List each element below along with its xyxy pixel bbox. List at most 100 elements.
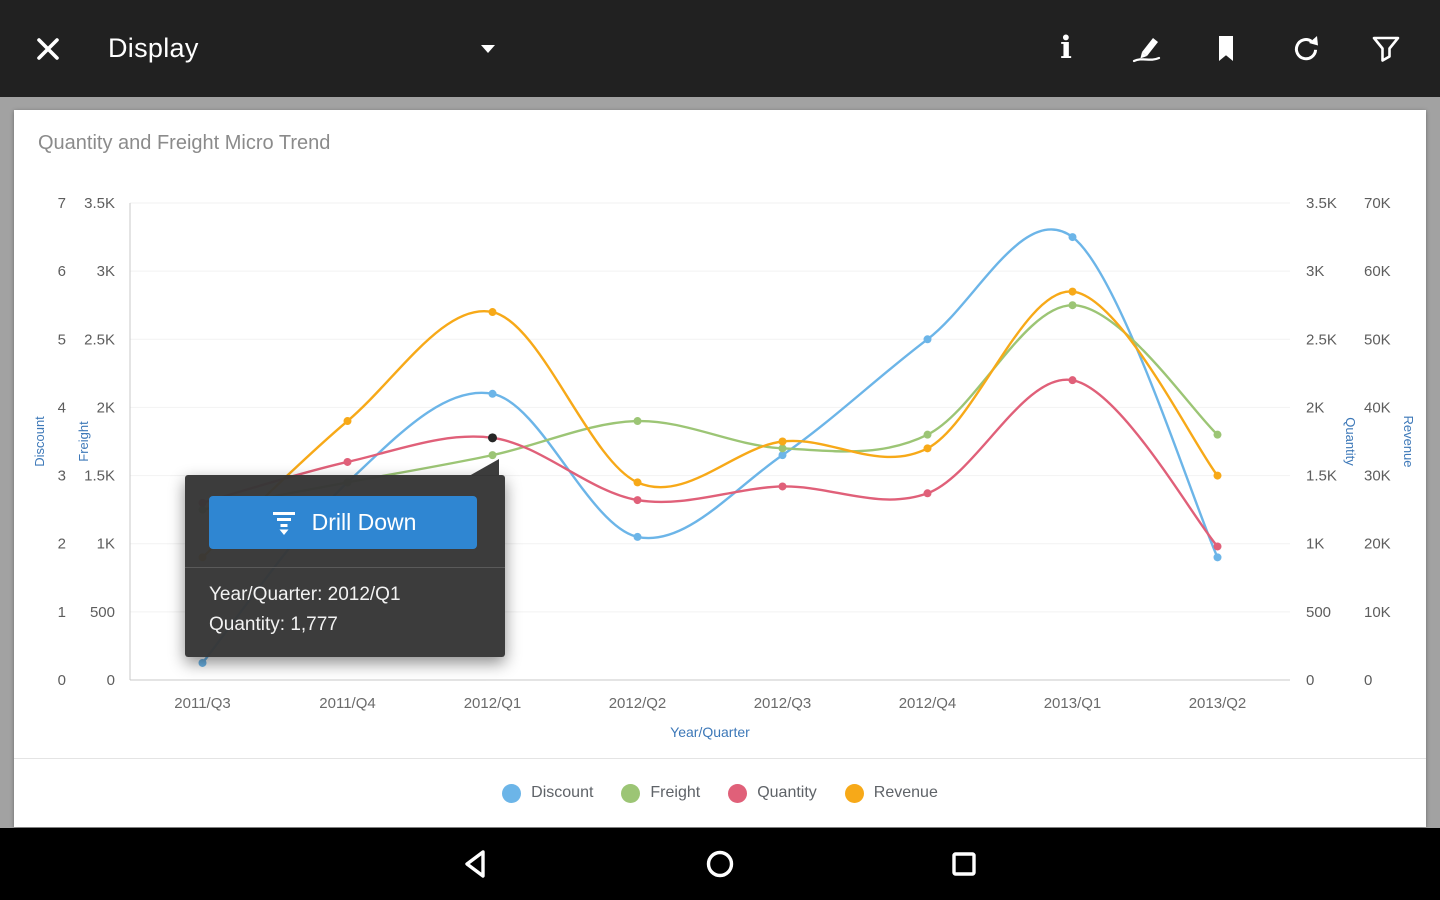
drill-tooltip: Drill Down Year/Quarter: 2012/Q1 Quantit… <box>185 459 505 657</box>
revenue-axis-tick-label: 60K <box>1364 263 1391 280</box>
trend-line-chart[interactable]: 0 1 2 3 4 5 6 7 Discount 0 500 1K 1.5K 2K 2.5K 3K 3.5K Fr… <box>14 110 1426 758</box>
android-nav-bar <box>0 828 1440 900</box>
legend-dot-freight <box>621 783 641 803</box>
chevron-down-icon <box>481 44 495 53</box>
data-point-revenue[interactable] <box>633 478 642 487</box>
chart-card: Quantity and Freight Micro Trend 0 1 2 3 4 5 6… <box>14 110 1426 827</box>
freight-axis-title: Freight <box>76 421 91 462</box>
filter-button[interactable] <box>1364 27 1408 71</box>
nav-home-button[interactable] <box>700 844 740 884</box>
data-point-freight[interactable] <box>633 417 642 426</box>
data-point-quantity[interactable] <box>1068 376 1077 385</box>
discount-axis-tick-label: 1 <box>58 604 66 621</box>
refresh-icon <box>1294 35 1318 60</box>
revenue-axis-tick-label: 50K <box>1364 331 1391 348</box>
data-point-discount[interactable] <box>1213 553 1222 562</box>
legend-dot-discount <box>502 783 522 803</box>
legend-label: Freight <box>650 784 701 801</box>
close-button[interactable] <box>26 27 70 71</box>
back-triangle-icon <box>465 850 485 878</box>
info-button[interactable]: i <box>1044 27 1088 71</box>
data-point-revenue[interactable] <box>778 437 787 446</box>
x-axis-tick-label: 2013/Q2 <box>1189 695 1247 712</box>
data-point-quantity[interactable] <box>923 489 932 498</box>
data-point-revenue[interactable] <box>923 444 932 453</box>
revenue-axis-tick-label: 20K <box>1364 536 1391 553</box>
legend: Discount Freight Quantity Revenue <box>14 758 1426 827</box>
data-point-freight[interactable] <box>1068 301 1077 310</box>
drill-down-button[interactable]: Drill Down <box>209 496 477 549</box>
tooltip-divider <box>185 567 505 568</box>
nav-back-button[interactable] <box>456 844 496 884</box>
data-point-revenue[interactable] <box>343 417 352 426</box>
refresh-button[interactable] <box>1284 27 1328 71</box>
nav-recents-button[interactable] <box>944 844 984 884</box>
data-point-freight[interactable] <box>778 444 787 453</box>
data-point-revenue[interactable] <box>488 308 497 317</box>
data-point-discount[interactable] <box>1068 233 1077 242</box>
chart-title: Quantity and Freight Micro Trend <box>38 132 331 154</box>
data-point-freight[interactable] <box>488 451 497 460</box>
x-axis-tick-label: 2012/Q4 <box>899 695 957 712</box>
bookmark-button[interactable] <box>1204 27 1248 71</box>
revenue-axis-tick-label: 30K <box>1364 468 1391 485</box>
x-axis-tick-label: 2011/Q3 <box>174 695 230 712</box>
data-point-quantity[interactable] <box>343 457 352 466</box>
display-dropdown[interactable]: Display <box>108 33 496 64</box>
tooltip-line-value: Quantity: 1,777 <box>209 614 338 635</box>
discount-axis-title: Discount <box>32 416 47 467</box>
filter-funnel-icon <box>1372 36 1400 62</box>
discount-axis-tick-label: 6 <box>58 263 66 280</box>
drill-down-label: Drill Down <box>311 509 417 535</box>
legend-item-quantity[interactable]: Quantity <box>728 783 817 803</box>
legend-item-discount[interactable]: Discount <box>502 783 594 803</box>
quantity-axis-tick-label: 2.5K <box>1306 331 1337 348</box>
series-line-revenue[interactable] <box>201 290 1219 559</box>
revenue-axis-tick-label: 40K <box>1364 399 1391 416</box>
quantity-axis-tick-label: 3.5K <box>1306 195 1337 212</box>
freight-axis-tick-label: 2.5K <box>84 331 115 348</box>
data-point-freight[interactable] <box>923 430 932 439</box>
data-point-revenue[interactable] <box>1213 471 1222 480</box>
x-axis-tick-label: 2012/Q1 <box>464 695 522 712</box>
legend-item-revenue[interactable]: Revenue <box>844 783 938 803</box>
x-axis-title: Year/Quarter <box>670 724 750 740</box>
quantity-axis-tick-label: 500 <box>1306 604 1331 621</box>
discount-axis-tick-label: 2 <box>58 536 66 553</box>
tooltip-line-category: Year/Quarter: 2012/Q1 <box>209 584 401 605</box>
bookmark-icon <box>1219 35 1233 61</box>
data-point-quantity[interactable] <box>778 482 787 491</box>
freight-axis-tick-label: 0 <box>107 672 115 689</box>
discount-axis-tick-label: 0 <box>58 672 66 689</box>
legend-dot-revenue <box>844 783 864 803</box>
data-point-discount[interactable] <box>198 658 207 667</box>
legend-label: Discount <box>531 784 594 801</box>
freight-axis-tick-label: 1.5K <box>84 468 115 485</box>
data-point-revenue[interactable] <box>1068 287 1077 296</box>
data-point-discount[interactable] <box>778 451 787 460</box>
quantity-axis-title: Quantity <box>1343 417 1358 466</box>
data-point-quantity[interactable] <box>633 496 642 505</box>
info-icon: i <box>1060 30 1072 66</box>
data-point-discount[interactable] <box>488 389 497 398</box>
revenue-axis-tick-label: 70K <box>1364 195 1391 212</box>
discount-axis-tick-label: 4 <box>58 399 66 416</box>
freight-axis-tick-label: 3.5K <box>84 195 115 212</box>
drill-down-icon <box>272 511 295 535</box>
x-axis-tick-label: 2012/Q3 <box>754 695 812 712</box>
legend-item-freight[interactable]: Freight <box>621 783 701 803</box>
home-circle-icon <box>706 850 734 878</box>
data-point-discount[interactable] <box>923 335 932 344</box>
data-point-freight[interactable] <box>1213 430 1222 439</box>
x-axis-tick-label: 2012/Q2 <box>609 695 667 712</box>
freight-axis-tick-label: 1K <box>97 536 115 553</box>
data-point-quantity[interactable] <box>1213 542 1222 551</box>
legend-dot-quantity <box>728 783 748 803</box>
data-point-discount[interactable] <box>633 532 642 541</box>
annotate-button[interactable] <box>1124 27 1168 71</box>
selected-data-point[interactable] <box>488 433 497 443</box>
discount-axis-tick-label: 7 <box>58 195 66 212</box>
legend-label: Quantity <box>757 784 817 801</box>
freight-axis-tick-label: 3K <box>97 263 115 280</box>
annotate-pen-icon <box>1132 37 1161 62</box>
